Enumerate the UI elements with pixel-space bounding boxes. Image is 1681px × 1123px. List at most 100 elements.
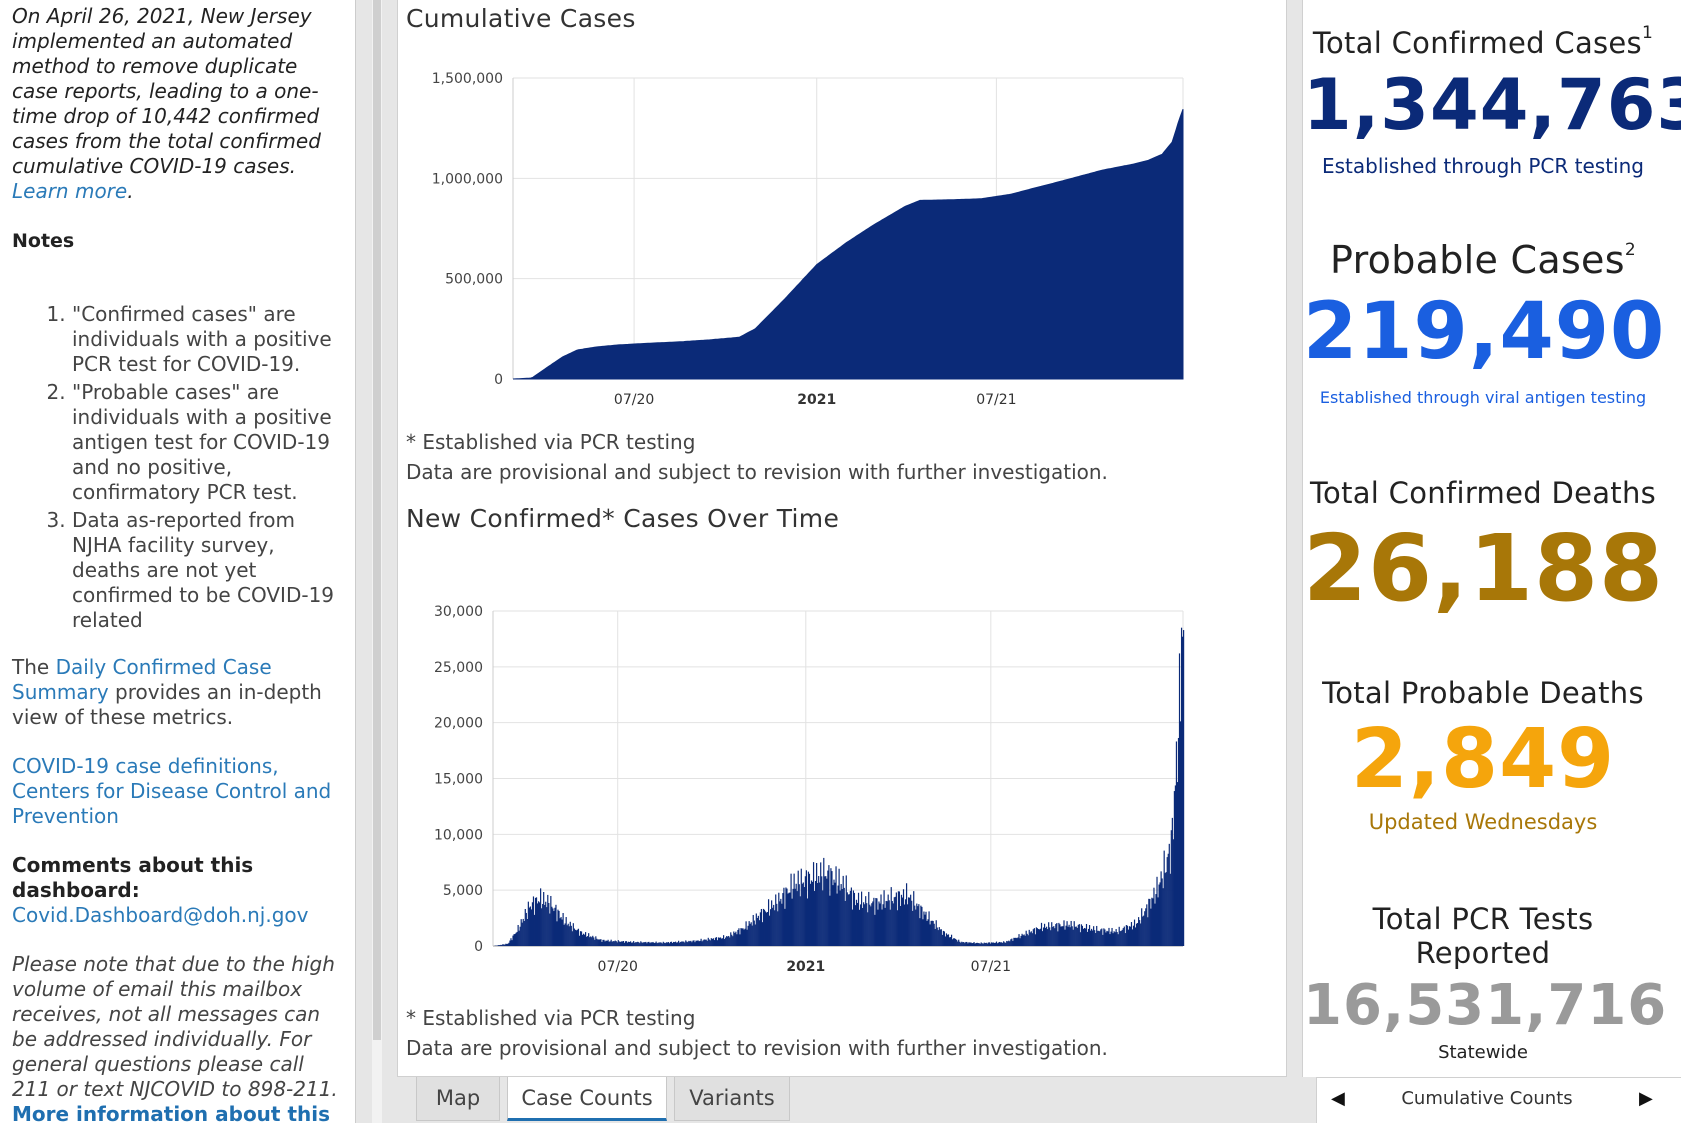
daily-case-bar	[742, 928, 744, 946]
cdc-definitions-link[interactable]: COVID-19 case definitions, Centers for D…	[12, 754, 332, 828]
daily-case-bar	[1023, 934, 1025, 946]
daily-case-bar	[821, 876, 823, 946]
daily-case-bar	[551, 906, 553, 946]
daily-case-bar	[1176, 782, 1179, 946]
daily-case-bar	[525, 912, 527, 946]
daily-case-bar	[979, 943, 981, 946]
daily-case-bar	[1146, 904, 1148, 946]
summary-paragraph: The Daily Confirmed Case Summary provide…	[12, 655, 343, 730]
daily-case-bar	[929, 924, 931, 946]
daily-case-bar	[699, 940, 701, 946]
daily-case-bar	[1088, 925, 1091, 946]
daily-case-bar	[1153, 887, 1155, 946]
confirmed-cases-label-text: Total Confirmed Cases	[1312, 26, 1642, 60]
daily-case-bar	[926, 920, 928, 946]
daily-case-bar	[815, 880, 817, 946]
daily-case-bar	[594, 939, 596, 946]
more-info-link[interactable]: More information about this data layer, …	[12, 1102, 330, 1123]
daily-case-bar	[1181, 636, 1184, 946]
daily-case-bar	[729, 937, 731, 946]
daily-case-bar	[1115, 929, 1117, 946]
daily-case-bar	[623, 942, 626, 946]
next-arrow-icon[interactable]: ▶	[1639, 1088, 1653, 1109]
daily-case-bar	[1043, 923, 1046, 946]
daily-case-bar	[988, 942, 990, 946]
daily-case-bar	[606, 940, 608, 946]
daily-case-bar	[696, 940, 698, 946]
daily-case-bar	[864, 904, 866, 946]
cdc-paragraph: COVID-19 case definitions, Centers for D…	[12, 754, 343, 829]
daily-case-bar	[657, 942, 659, 946]
contact-email-link[interactable]: Covid.Dashboard@doh.nj.gov	[12, 903, 309, 927]
tab-case-counts[interactable]: Case Counts	[507, 1077, 667, 1121]
daily-case-bar	[723, 935, 725, 946]
y-tick-label: 5,000	[443, 883, 483, 899]
daily-case-bar	[670, 941, 673, 946]
daily-case-bar	[1013, 937, 1015, 946]
daily-case-bar	[957, 941, 959, 946]
daily-case-bar	[554, 907, 556, 946]
dedup-notice: On April 26, 2021, New Jersey implemente…	[12, 4, 321, 203]
daily-case-bar	[645, 941, 647, 946]
daily-case-bar	[817, 883, 819, 946]
dedup-notice-text: On April 26, 2021, New Jersey implemente…	[12, 4, 321, 178]
tab-variants[interactable]: Variants	[674, 1077, 790, 1121]
daily-case-bar	[1137, 922, 1139, 946]
daily-case-bar	[783, 887, 785, 946]
probable-deaths-value: 2,849	[1350, 712, 1616, 807]
daily-case-bar	[874, 914, 876, 946]
daily-case-bar	[667, 942, 669, 946]
daily-case-bar	[516, 931, 518, 946]
daily-case-bar	[511, 940, 513, 946]
daily-case-bar	[579, 931, 582, 946]
daily-case-bar	[718, 937, 721, 946]
prev-arrow-icon[interactable]: ◀	[1331, 1088, 1345, 1109]
daily-case-bar	[909, 897, 911, 946]
daily-case-bar	[610, 939, 612, 946]
daily-case-bar	[981, 943, 983, 946]
daily-case-bar	[559, 918, 561, 946]
daily-case-bar	[776, 903, 778, 946]
scrollbar-thumb[interactable]	[373, 0, 381, 1040]
learn-more-link[interactable]: Learn more	[12, 179, 128, 203]
daily-case-bar	[541, 908, 543, 946]
daily-case-bar	[730, 932, 732, 946]
daily-case-bar	[879, 903, 881, 946]
daily-case-bar	[564, 923, 566, 946]
daily-case-bar	[1087, 928, 1090, 946]
daily-case-bar	[933, 923, 935, 946]
new-cases-chart: 0 5,000 10,000 15,000 20,000 25,000 30,000 07/2…	[434, 604, 1185, 975]
daily-case-bar	[802, 882, 804, 946]
daily-case-bar	[1134, 927, 1137, 946]
daily-case-bar	[996, 943, 999, 946]
daily-case-bar	[948, 937, 951, 946]
daily-case-bar	[845, 875, 847, 946]
confirmed-cases-label: Total Confirmed Cases1	[1303, 23, 1663, 60]
left-panel-scrollbar[interactable]	[372, 0, 382, 1123]
daily-case-bar	[648, 941, 650, 946]
daily-case-bar	[735, 931, 737, 946]
footnote-1: 1	[1641, 23, 1654, 44]
daily-case-bar	[869, 904, 871, 946]
daily-case-bar	[851, 909, 853, 946]
daily-case-bar	[577, 928, 580, 946]
daily-case-bar	[1002, 942, 1004, 946]
daily-case-bar	[770, 909, 772, 946]
daily-summary-link[interactable]: Daily Confirmed Case Summary	[12, 655, 272, 704]
tab-map[interactable]: Map	[416, 1077, 500, 1121]
daily-case-bar	[836, 893, 838, 946]
daily-case-bar	[1080, 924, 1082, 946]
daily-case-bar	[861, 891, 863, 946]
daily-case-bar	[1042, 927, 1045, 946]
daily-case-bar	[980, 942, 982, 946]
daily-case-bar	[761, 922, 764, 946]
daily-case-bar	[542, 903, 544, 946]
comments-paragraph: Comments about this dashboard: Covid.Dash…	[12, 853, 343, 928]
probable-deaths-card: Total Probable Deaths 2,849 Updated Wedn…	[1303, 676, 1663, 834]
daily-case-bar	[587, 936, 589, 946]
daily-case-bar	[733, 931, 735, 946]
daily-case-bar	[539, 902, 541, 946]
daily-case-bar	[680, 941, 682, 946]
daily-case-bar	[848, 894, 850, 946]
daily-case-bar	[567, 923, 569, 946]
